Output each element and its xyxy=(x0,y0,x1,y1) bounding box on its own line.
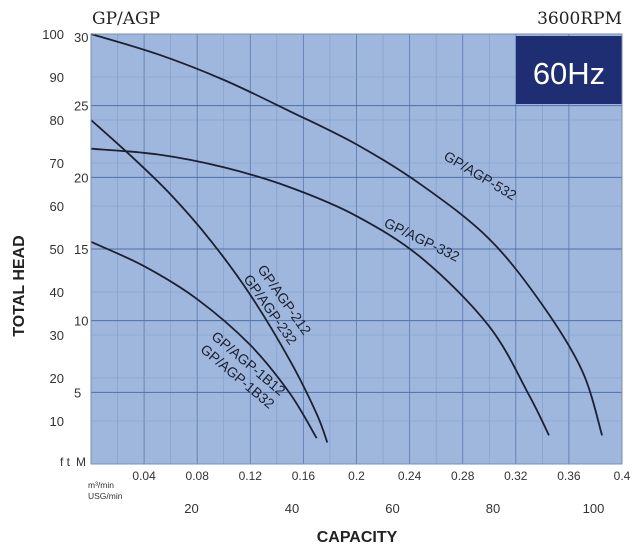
usg-unit-label: USG/min xyxy=(88,491,123,501)
m-tick-label: 20 xyxy=(74,170,88,185)
usg-tick-labels: 20 40 60 80 100 xyxy=(184,501,604,516)
x-tick-label: 0.08 xyxy=(186,469,210,483)
chart-title-right: 3600RPM xyxy=(537,9,622,29)
ft-tick-label: 30 xyxy=(50,328,64,343)
curve-4 xyxy=(90,241,318,439)
ft-unit-label: f t xyxy=(60,455,71,469)
ft-tick-labels: 10 20 30 40 50 60 70 80 90 100 xyxy=(42,27,64,429)
curves-group xyxy=(90,33,603,443)
m-tick-label: 30 xyxy=(74,30,88,45)
usg-tick-label: 60 xyxy=(385,501,399,516)
x-tick-label: 0.12 xyxy=(239,469,263,483)
x-tick-label: 0.2 xyxy=(348,469,365,483)
x-tick-label: 0.24 xyxy=(398,469,422,483)
x-tick-label: 0.28 xyxy=(451,469,475,483)
ft-tick-label: 80 xyxy=(50,113,64,128)
usg-tick-label: 80 xyxy=(486,501,500,516)
m-tick-label: 5 xyxy=(74,385,81,400)
frequency-badge-label: 60Hz xyxy=(533,56,605,91)
m-tick-label: 10 xyxy=(74,314,88,329)
curve-2 xyxy=(90,147,550,436)
x-tick-label: 0.36 xyxy=(557,469,581,483)
ft-tick-label: 20 xyxy=(50,371,64,386)
ft-tick-label: 100 xyxy=(42,27,64,42)
ft-tick-label: 60 xyxy=(50,199,64,214)
x-tick-label: 0.4 xyxy=(614,469,631,483)
x-tick-label: 0.16 xyxy=(292,469,316,483)
ft-tick-label: 50 xyxy=(50,242,64,257)
usg-tick-label: 40 xyxy=(285,501,299,516)
m-unit-label: M xyxy=(76,455,86,469)
m-tick-labels: 5 10 15 20 25 30 xyxy=(74,30,88,400)
ft-tick-label: 10 xyxy=(50,414,64,429)
frequency-badge xyxy=(516,36,622,104)
m-tick-label: 15 xyxy=(74,242,88,257)
x-tick-labels: 0.04 0.08 0.12 0.16 0.2 0.24 0.28 0.32 0.36 0.4 xyxy=(132,469,630,483)
usg-tick-label: 20 xyxy=(184,501,198,516)
x-tick-label: 0.32 xyxy=(504,469,528,483)
ft-tick-label: 70 xyxy=(50,156,64,171)
plot-frame xyxy=(90,33,623,465)
chart-title-left: GP/AGP xyxy=(92,9,160,29)
curve-3 xyxy=(90,119,329,443)
ft-tick-label: 40 xyxy=(50,285,64,300)
y-axis-title: TOTAL HEAD xyxy=(11,235,28,336)
x-axis-title: CAPACITY xyxy=(317,529,398,546)
ft-tick-label: 90 xyxy=(50,70,64,85)
usg-tick-label: 100 xyxy=(583,501,605,516)
x-tick-label: 0.04 xyxy=(132,469,156,483)
m-tick-label: 25 xyxy=(74,99,88,114)
m3-unit-label: m³/min xyxy=(88,480,114,490)
curve-1 xyxy=(90,33,603,436)
